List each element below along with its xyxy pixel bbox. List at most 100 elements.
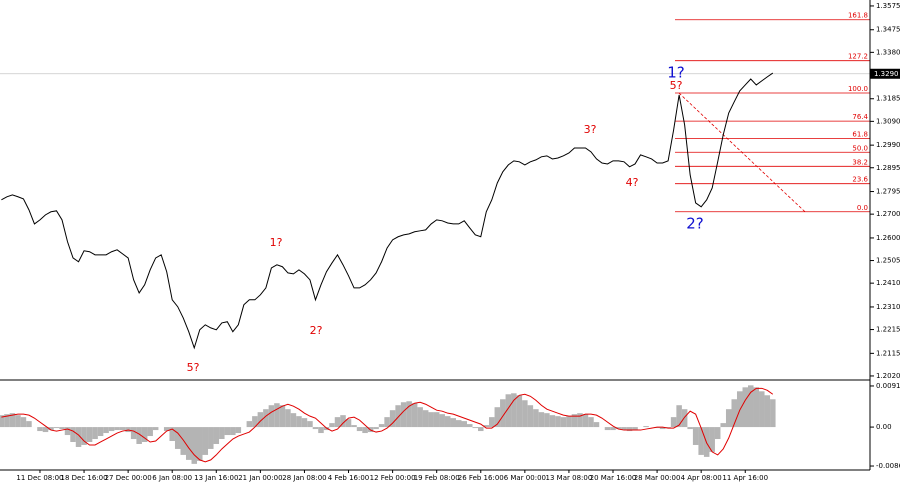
fib-label: 127.2 (848, 53, 868, 61)
histogram-bar (604, 427, 611, 431)
histogram-bar (450, 418, 456, 428)
histogram-bar (571, 414, 578, 428)
y-tick-label: 1.3090 (876, 117, 900, 125)
histogram-bar (0, 415, 5, 428)
wave-label: 5? (670, 79, 683, 92)
x-tick-label: 6 Mar 00:00 (504, 474, 546, 482)
histogram-bar (208, 427, 214, 449)
histogram-bar (643, 426, 649, 428)
histogram-bar (467, 424, 473, 428)
histogram-bar (75, 427, 82, 447)
y-tick-label: 1.2700 (876, 210, 900, 218)
histogram-bar (753, 387, 760, 428)
histogram-bar (725, 409, 732, 428)
trend-line (678, 92, 806, 213)
histogram-bar (742, 387, 749, 428)
histogram-bar (549, 415, 556, 428)
histogram-bar (406, 401, 412, 428)
histogram-bar (246, 421, 253, 428)
histogram-bar (384, 417, 390, 428)
y-tick-label: 1.2505 (876, 257, 900, 265)
fib-label: 0.0 (857, 204, 868, 212)
histogram-bar (698, 427, 704, 455)
histogram-bar (378, 424, 385, 428)
histogram-bar (152, 427, 159, 431)
fib-label: 61.8 (852, 130, 868, 138)
wave-label: 3? (584, 123, 597, 136)
histogram-bar (714, 427, 721, 440)
histogram-bar (593, 422, 600, 428)
y-tick-label: 1.3575 (876, 2, 900, 10)
histogram-bar (114, 427, 120, 431)
x-tick-label: 4 Apr 08:00 (681, 474, 722, 482)
histogram-bar (42, 427, 49, 433)
histogram-bar (538, 412, 545, 428)
y-tick-label: 1.2410 (876, 279, 900, 287)
histogram-bar (533, 409, 539, 428)
fib-label: 100.0 (848, 85, 868, 93)
histogram-bar (505, 394, 512, 428)
y-tick-label: 1.2795 (876, 188, 900, 196)
histogram-bar (544, 413, 550, 428)
histogram-bar (615, 427, 622, 430)
histogram-bar (86, 427, 93, 442)
histogram-bar (329, 423, 335, 428)
histogram-bar (483, 425, 490, 428)
histogram-bar (373, 427, 379, 430)
y-tick-label: 1.3380 (876, 48, 900, 56)
histogram-bar (285, 409, 291, 428)
histogram-bar (108, 427, 115, 432)
histogram-bar (163, 427, 170, 432)
x-tick-label: 27 Dec 00:00 (105, 474, 152, 482)
histogram-bar (400, 402, 407, 428)
wave-label: 1? (667, 64, 685, 82)
x-tick-label: 11 Dec 08:00 (16, 474, 63, 482)
wave-label: 2? (686, 215, 704, 233)
histogram-bar (230, 427, 236, 436)
histogram-bar (81, 427, 87, 445)
histogram-bar (461, 421, 467, 428)
histogram-bar (759, 391, 765, 428)
histogram-bar (720, 423, 726, 428)
histogram-bar (560, 417, 567, 428)
x-tick-label: 4 Feb 16:00 (328, 474, 369, 482)
histogram-bar (224, 427, 231, 436)
histogram-bar (9, 413, 16, 428)
histogram-bar (290, 413, 297, 428)
x-tick-label: 26 Feb 16:00 (458, 474, 504, 482)
histogram-bar (197, 427, 203, 461)
wave-label: 5? (187, 361, 200, 374)
histogram-bar (621, 427, 627, 431)
histogram-bar (522, 400, 528, 428)
histogram-bar (555, 416, 561, 428)
histogram-bar (92, 427, 98, 440)
histogram-bar (202, 427, 209, 455)
histogram-bar (500, 399, 506, 428)
x-tick-label: 21 Jan 00:00 (238, 474, 282, 482)
histogram-bar (709, 427, 715, 452)
histogram-bar (764, 395, 771, 428)
histogram-bar (119, 427, 126, 431)
histogram-bar (213, 427, 220, 444)
histogram-bar (141, 427, 148, 442)
histogram-bar (136, 427, 142, 444)
histogram-bar (444, 416, 451, 428)
histogram-bar (687, 427, 693, 430)
y-tick-label: 1.3185 (876, 95, 900, 103)
histogram-bar (566, 416, 572, 428)
y-tick-label: 1.2115 (876, 349, 900, 357)
histogram-bar (296, 416, 302, 428)
histogram-bar (632, 427, 638, 431)
histogram-bar (676, 405, 682, 428)
histogram-bar (97, 427, 104, 437)
histogram-bar (257, 412, 264, 428)
x-tick-label: 19 Feb 08:00 (414, 474, 460, 482)
wave-label: 2? (310, 324, 323, 337)
histogram-bar (4, 414, 10, 428)
price-line (1, 72, 774, 350)
histogram-bar (180, 427, 186, 455)
histogram-bar (191, 427, 198, 464)
histogram-bar (362, 427, 368, 434)
